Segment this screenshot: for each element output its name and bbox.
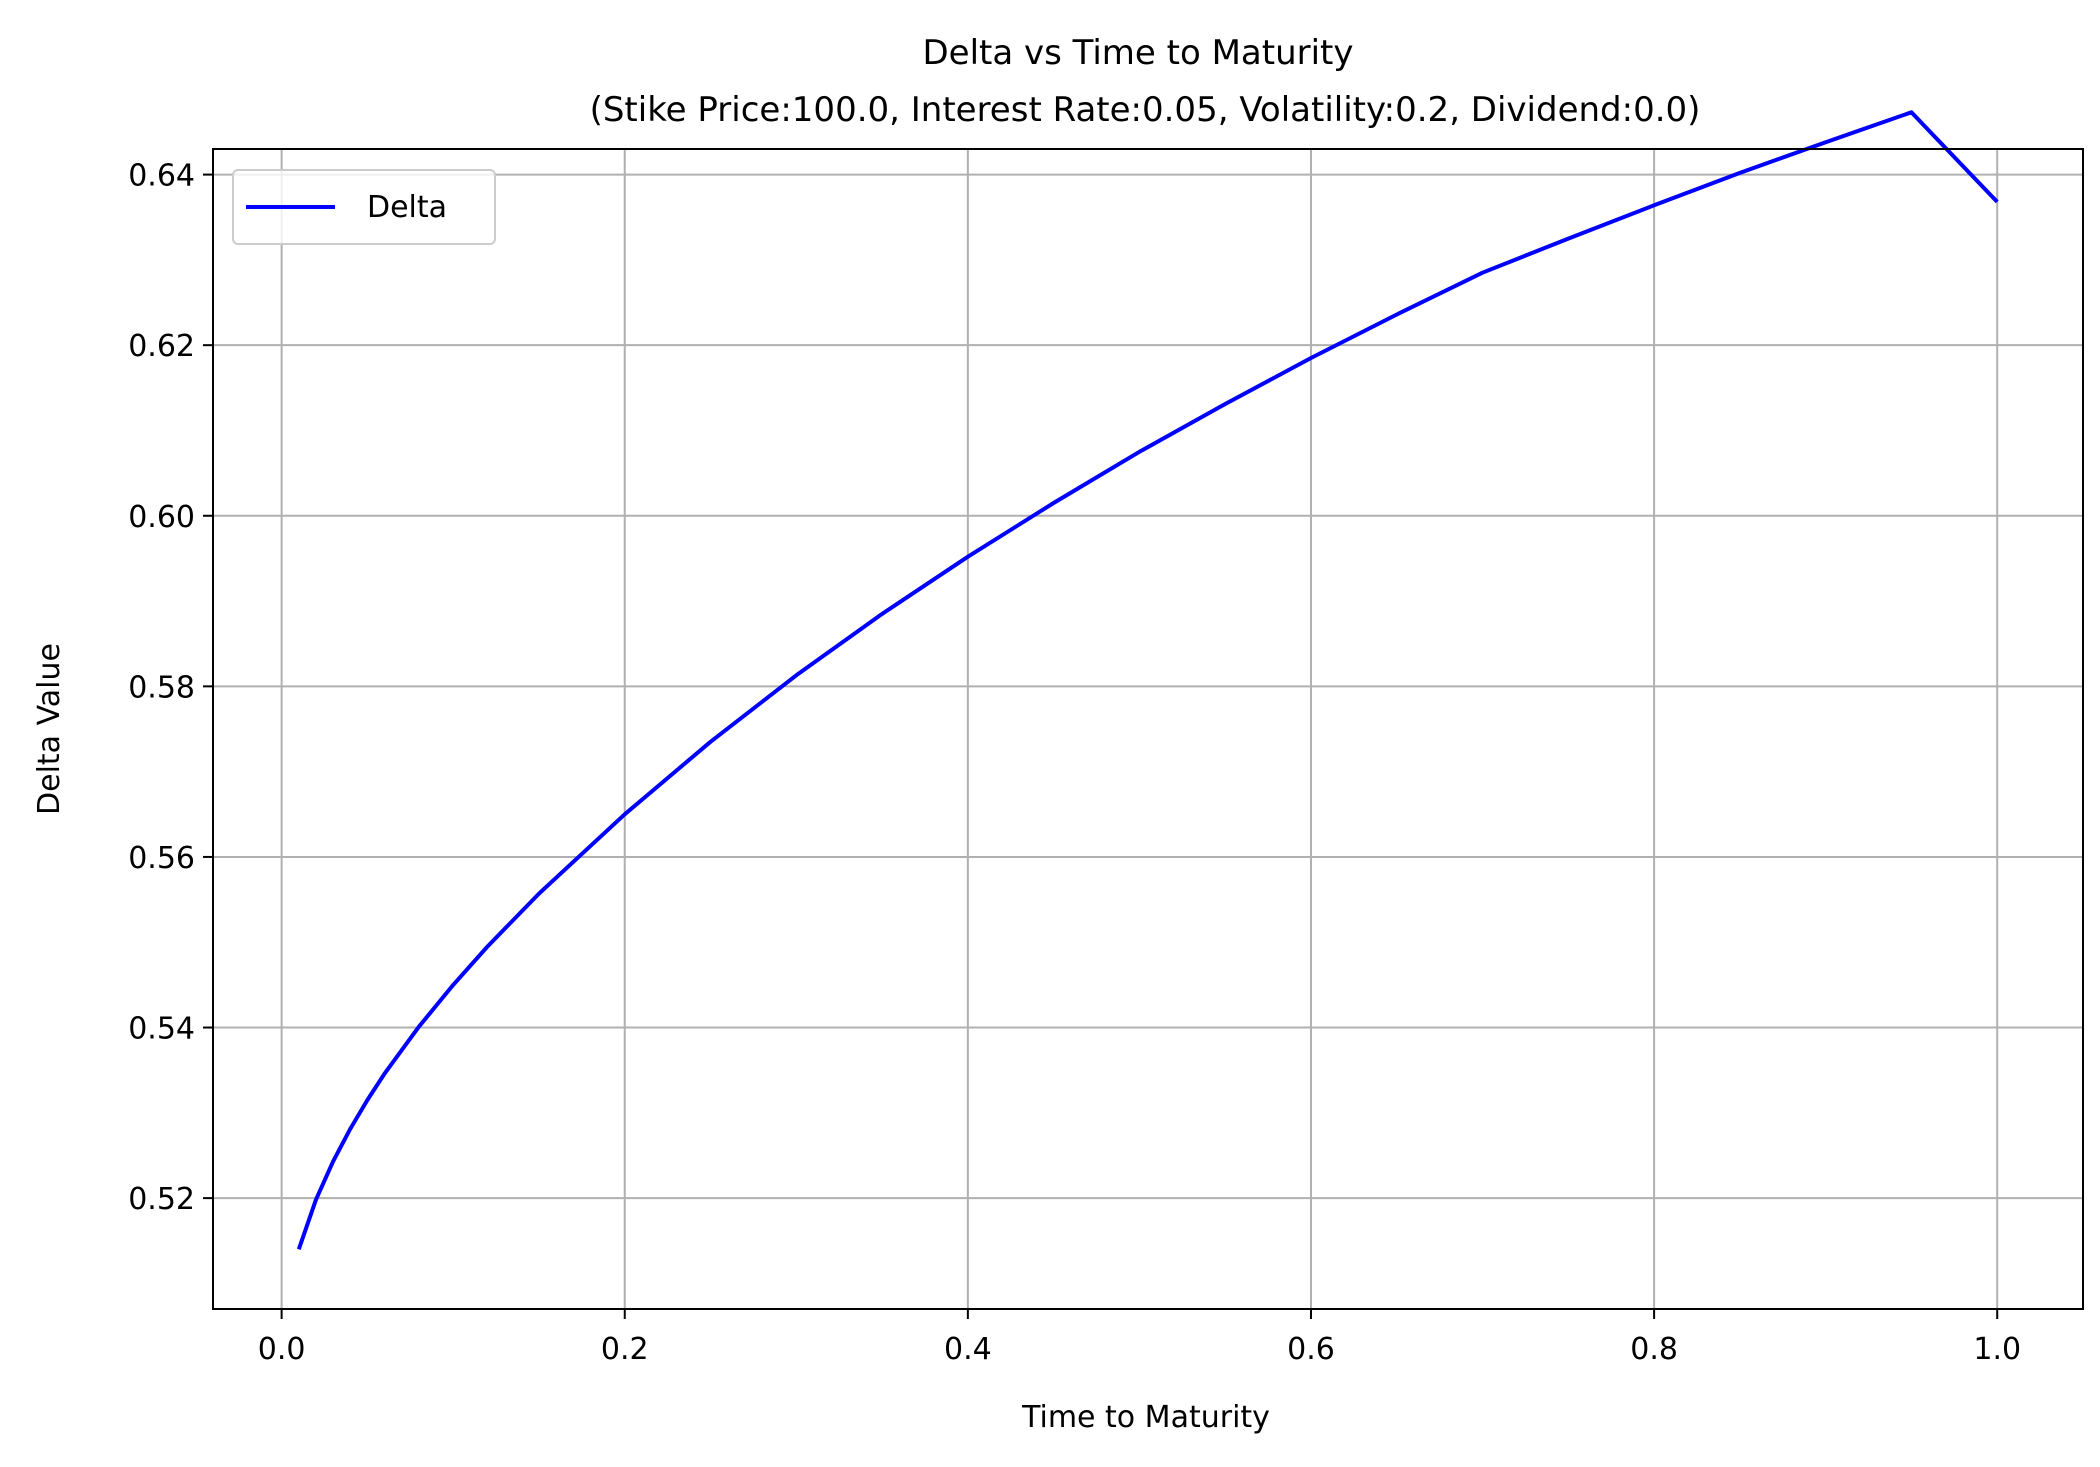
y-tick-label: 0.60: [128, 500, 195, 535]
x-tick-label: 0.4: [944, 1332, 992, 1367]
x-tick-label: 0.6: [1287, 1332, 1335, 1367]
y-tick-label: 0.56: [128, 841, 195, 876]
y-axis-label: Delta Value: [32, 643, 67, 815]
x-tick-label: 0.0: [258, 1332, 306, 1367]
x-tick-label: 0.8: [1630, 1332, 1678, 1367]
plot-frame: [212, 148, 2084, 1310]
x-tick-label: 1.0: [1973, 1332, 2021, 1367]
y-tick-label: 0.54: [128, 1012, 195, 1047]
legend: Delta: [232, 169, 496, 245]
legend-label-delta: Delta: [367, 190, 447, 225]
chart-title: Delta vs Time to Maturity: [922, 33, 1353, 73]
legend-box: [232, 169, 496, 245]
y-tick-label: 0.64: [128, 159, 195, 194]
y-tick-label: 0.58: [128, 670, 195, 705]
series-line-delta: [296, 110, 1999, 1250]
x-axis-label: Time to Maturity: [1021, 1400, 1270, 1435]
y-tick-label: 0.62: [128, 329, 195, 364]
x-tick-label: 0.2: [601, 1332, 649, 1367]
y-tick-label: 0.52: [128, 1182, 195, 1217]
chart-subtitle: (Stike Price:100.0, Interest Rate:0.05, …: [590, 90, 1701, 130]
